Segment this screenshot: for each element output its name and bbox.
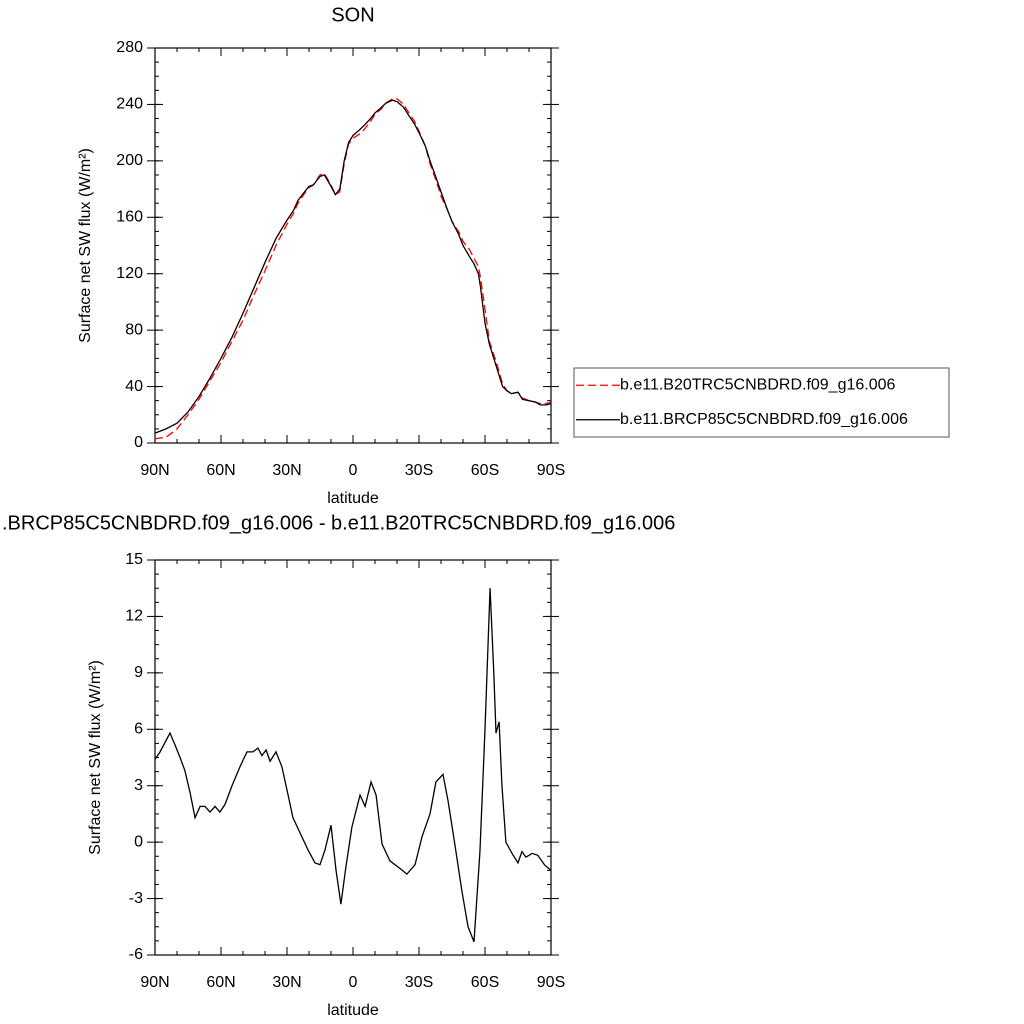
y-tick-label: 40 [125,378,143,395]
x-tick-label: 0 [349,462,358,479]
x-tick-label: 0 [349,974,358,991]
y-tick-label: 120 [116,265,143,282]
x-tick-label: 90N [140,462,169,479]
x-axis-label: latitude [327,1002,379,1019]
data-line [154,98,552,440]
y-tick-label: 200 [116,152,143,169]
y-tick-label: 9 [134,664,143,681]
y-axis-label: Surface net SW flux (W/m²) [77,148,94,343]
x-tick-label: 60S [471,462,499,479]
y-tick-label: 0 [134,833,143,850]
y-tick-label: 240 [116,96,143,113]
y-tick-label: 6 [134,721,143,738]
x-tick-label: 30N [272,974,301,991]
chart-title: SON [331,4,374,26]
x-tick-label: 90N [140,974,169,991]
legend-label: b.e11.B20TRC5CNBDRD.f09_g16.006 [620,376,896,393]
x-axis-label: latitude [327,490,379,507]
data-line [154,99,552,434]
y-tick-label: 80 [125,321,143,338]
y-tick-label: 280 [116,39,143,56]
x-tick-label: 90S [537,462,565,479]
x-tick-label: 60N [206,462,235,479]
x-tick-label: 60S [471,974,499,991]
y-tick-label: 12 [125,608,143,625]
legend-label: b.e11.BRCP85C5CNBDRD.f09_g16.006 [620,411,908,428]
legend-box [573,367,950,438]
data-line [154,588,552,943]
x-tick-label: 60N [206,974,235,991]
y-axis-label: Surface net SW flux (W/m²) [87,660,104,855]
plot-frame [154,47,552,444]
chart-title: .BRCP85C5CNBDRD.f09_g16.006 - b.e11.B20T… [2,512,675,534]
x-tick-label: 90S [537,974,565,991]
x-tick-label: 30S [405,974,433,991]
x-tick-label: 30N [272,462,301,479]
y-tick-label: 3 [134,777,143,794]
y-tick-label: 160 [116,209,143,226]
x-tick-label: 30S [405,462,433,479]
y-tick-label: 15 [125,551,143,568]
y-tick-label: -6 [129,946,143,963]
y-tick-label: 0 [134,434,143,451]
y-tick-label: -3 [129,890,143,907]
